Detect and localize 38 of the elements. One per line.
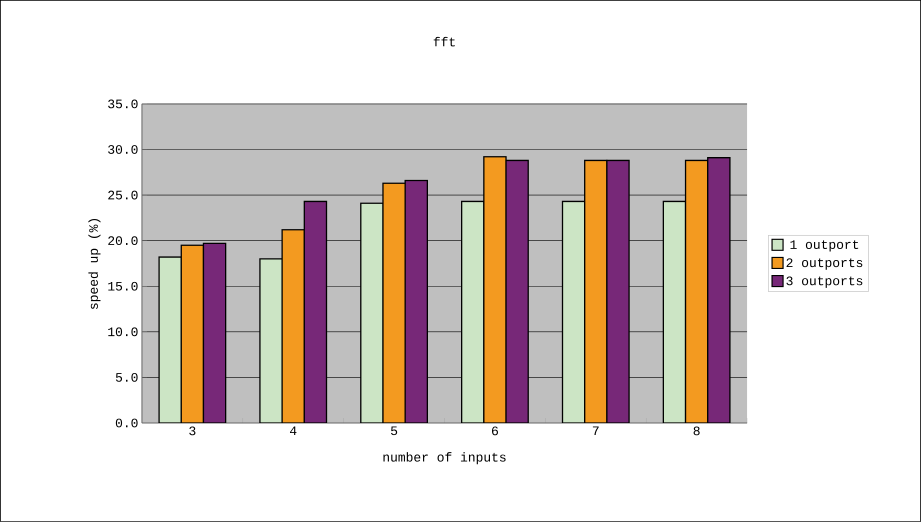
x-tick-label: 5 [391, 426, 398, 436]
chart-title: fft [434, 36, 455, 46]
y-tick-label: 20.0 [108, 236, 138, 246]
x-tick-label: 4 [290, 426, 296, 436]
bar [158, 256, 182, 424]
bar [707, 157, 731, 424]
bar [505, 160, 529, 424]
legend-label: 2 outports [786, 258, 862, 270]
bar [202, 242, 226, 424]
y-tick-label: 15.0 [108, 282, 138, 291]
bar [461, 200, 484, 424]
bar [404, 180, 428, 424]
y-axis-title: speed up (%) [88, 219, 100, 310]
y-tick-label: 25.0 [108, 190, 138, 200]
bar [606, 160, 630, 424]
bar [483, 156, 507, 424]
bar [360, 202, 384, 424]
y-tick-label: 0.0 [116, 418, 138, 428]
y-tick-label: 5.0 [116, 373, 138, 382]
bar [180, 244, 204, 424]
bar [562, 200, 586, 424]
bar [259, 258, 283, 424]
x-tick-label: 3 [189, 426, 196, 436]
x-axis-title: number of inputs [383, 452, 506, 464]
x-tick-label: 8 [694, 426, 700, 436]
y-tick-label: 10.0 [108, 327, 138, 336]
bar [584, 160, 608, 424]
y-tick-label: 35.0 [108, 100, 138, 108]
bar [662, 200, 686, 424]
x-tick-label: 6 [492, 426, 498, 436]
legend-label: 1 outport [790, 240, 858, 252]
x-tick-label: 7 [592, 426, 599, 436]
bar [281, 229, 305, 424]
bar [304, 200, 328, 424]
bar [684, 160, 708, 424]
bar [382, 182, 406, 424]
y-tick-label: 30.0 [108, 145, 138, 154]
legend-label: 3 outports [786, 276, 862, 288]
